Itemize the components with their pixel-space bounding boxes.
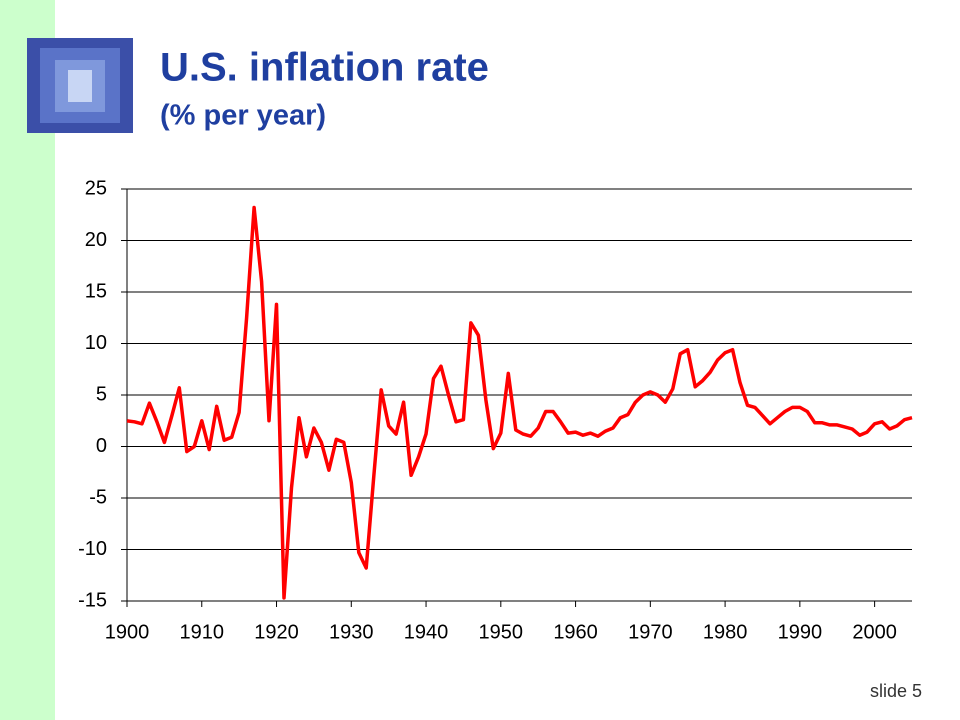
x-tick-label: 1960	[553, 621, 598, 643]
y-tick-label: 5	[96, 383, 107, 405]
title: U.S. inflation rate	[160, 46, 489, 90]
inflation-line	[126, 205, 913, 600]
y-tick-label: -15	[78, 589, 107, 611]
y-tick-label: 25	[85, 177, 107, 199]
slide-number: slide 5	[870, 681, 922, 701]
subtitle: (% per year)	[160, 100, 326, 132]
y-tick-label: 10	[85, 332, 107, 354]
x-tick-label: 1950	[479, 621, 524, 643]
y-tick-label: -10	[78, 538, 107, 560]
y-tick-label: 20	[85, 229, 107, 251]
x-tick-label: 1930	[329, 621, 374, 643]
x-tick-label: 2000	[852, 621, 897, 643]
x-tick-label: 1900	[105, 621, 150, 643]
x-tick-label: 1910	[180, 621, 225, 643]
x-tick-label: 1970	[628, 621, 673, 643]
x-tick-label: 1940	[404, 621, 449, 643]
x-tick-label: 1980	[703, 621, 748, 643]
slide-icon	[27, 38, 133, 133]
x-tick-label: 1920	[254, 621, 299, 643]
y-tick-label: 15	[85, 280, 107, 302]
y-tick-label: -5	[89, 486, 107, 508]
y-tick-label: 0	[96, 435, 107, 457]
x-tick-label: 1990	[778, 621, 823, 643]
